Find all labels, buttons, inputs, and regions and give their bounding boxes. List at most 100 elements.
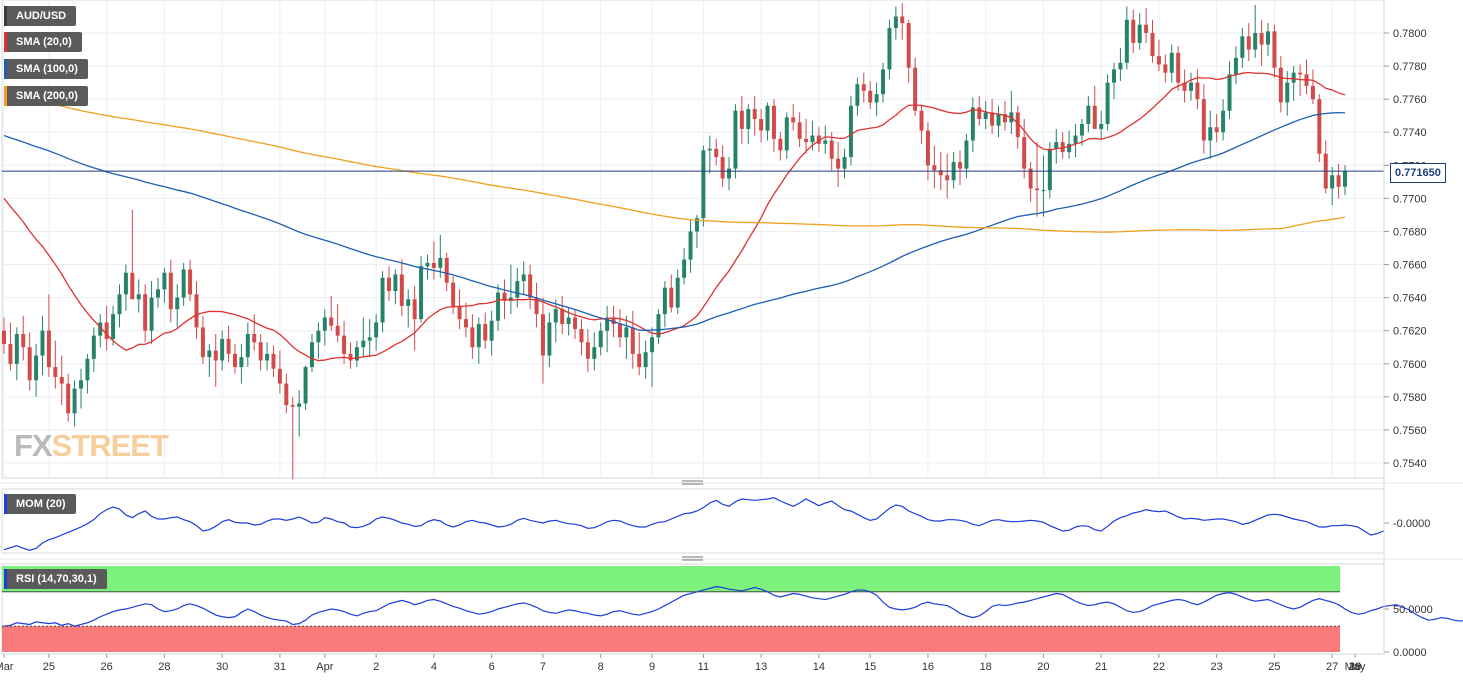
candle-bearish (232, 353, 237, 368)
candle-bearish (1201, 99, 1206, 141)
time-tick-label: 23 (1211, 661, 1223, 673)
candle-bearish (66, 383, 71, 414)
price-tick-label: 0.7680 (1393, 226, 1427, 238)
candle-bearish (386, 277, 391, 291)
candle-bearish (540, 314, 545, 356)
legend-mom-swatch (4, 494, 7, 514)
candle-bullish (1291, 72, 1296, 83)
candle-bullish (489, 320, 494, 341)
candle-bullish (419, 266, 424, 320)
legend-sma-20-0-[interactable]: SMA (20,0) (4, 32, 82, 52)
candle-bearish (470, 327, 475, 348)
candle-bullish (303, 367, 308, 404)
candle-bullish (79, 380, 83, 389)
candle-bearish (1060, 142, 1065, 153)
candle-bullish (380, 277, 385, 323)
time-tick-label: 30 (216, 661, 228, 673)
legend-rsi-text: RSI (14,70,30,1) (16, 573, 97, 585)
candle-bearish (252, 334, 257, 343)
candle-bullish (40, 330, 45, 356)
candle-bearish (585, 342, 590, 359)
candle-bearish (27, 347, 32, 381)
candle-bullish (983, 112, 988, 119)
legend-mom[interactable]: MOM (20) (4, 494, 76, 514)
candle-bearish (1259, 33, 1264, 45)
candle-bullish (98, 322, 103, 336)
candle-bearish (1246, 36, 1251, 50)
candle-bearish (573, 317, 578, 330)
price-tick-label: 0.7660 (1393, 260, 1427, 272)
candle-bullish (1240, 36, 1245, 58)
legend-rsi[interactable]: RSI (14,70,30,1) (4, 569, 107, 589)
time-tick-label: May (1345, 661, 1366, 673)
candle-bearish (53, 367, 58, 377)
candle-bullish (309, 342, 314, 368)
candle-bullish (425, 262, 430, 267)
time-tick-label: 28 (1349, 661, 1361, 673)
time-tick-label: 8 (598, 661, 604, 673)
rsi-overbought-zone (2, 566, 1340, 592)
time-tick-label: 2 (373, 661, 379, 673)
candle-bearish (925, 130, 930, 166)
candle-bullish (1047, 148, 1052, 191)
legend-sma-100-0-[interactable]: SMA (100,0) (4, 59, 88, 79)
candle-bullish (970, 107, 975, 141)
candle-bullish (650, 337, 655, 353)
candle-bearish (457, 305, 462, 320)
price-tick-label: 0.7540 (1393, 458, 1427, 470)
candle-bearish (797, 122, 802, 139)
candle-bearish (188, 269, 193, 295)
candle-bullish (367, 337, 372, 341)
legend-aud-usd[interactable]: AUD/USD (4, 6, 77, 26)
time-tick-label: 20 (1037, 661, 1049, 673)
candle-bullish (361, 340, 366, 348)
candle-bullish (624, 327, 629, 338)
candle-bearish (21, 334, 26, 348)
time-tick-label: 28 (158, 661, 170, 673)
candle-bearish (335, 325, 340, 336)
candle-bearish (46, 330, 51, 368)
candle-bearish (791, 117, 796, 123)
candle-bullish (508, 297, 513, 301)
candle-bearish (1272, 31, 1277, 68)
candle-bullish (515, 281, 520, 298)
legend-sma-200-0-[interactable]: SMA (200,0) (4, 86, 88, 106)
candle-bullish (1124, 19, 1129, 63)
candle-bullish (316, 330, 321, 343)
candle-bearish (579, 329, 584, 343)
price-tick-label: 0.7740 (1393, 127, 1427, 139)
candle-bearish (502, 292, 507, 301)
candle-bullish (675, 277, 680, 308)
time-tick-label: 21 (1095, 661, 1107, 673)
candle-bullish (1054, 142, 1059, 149)
sma-100-line (3, 111, 1346, 331)
candle-bullish (181, 269, 186, 298)
candle-bullish (111, 314, 116, 339)
candle-bullish (91, 335, 96, 359)
candle-bullish (1253, 33, 1258, 50)
candle-bearish (1336, 175, 1341, 187)
candle-bullish (476, 324, 481, 348)
candle-bullish (175, 297, 180, 310)
candle-bullish (1067, 143, 1072, 153)
candle-bullish (496, 292, 501, 321)
candle-bearish (1144, 24, 1149, 33)
candle-bullish (701, 150, 706, 219)
candle-bearish (277, 368, 282, 384)
candle-bullish (810, 135, 815, 143)
candle-bullish (1285, 82, 1290, 103)
candle-bullish (1099, 123, 1104, 129)
legend-sma-100-0--swatch (4, 59, 7, 79)
candle-bullish (1233, 57, 1238, 75)
candle-bearish (1156, 56, 1161, 65)
candle-bullish (746, 109, 751, 129)
time-tick-label: 31 (274, 661, 286, 673)
candle-bullish (656, 314, 661, 338)
candle-bullish (887, 28, 892, 70)
candle-bullish (34, 355, 39, 381)
candle-bearish (342, 335, 347, 354)
fxstreet-logo: FXSTREET (14, 428, 169, 464)
candle-bearish (463, 319, 468, 328)
